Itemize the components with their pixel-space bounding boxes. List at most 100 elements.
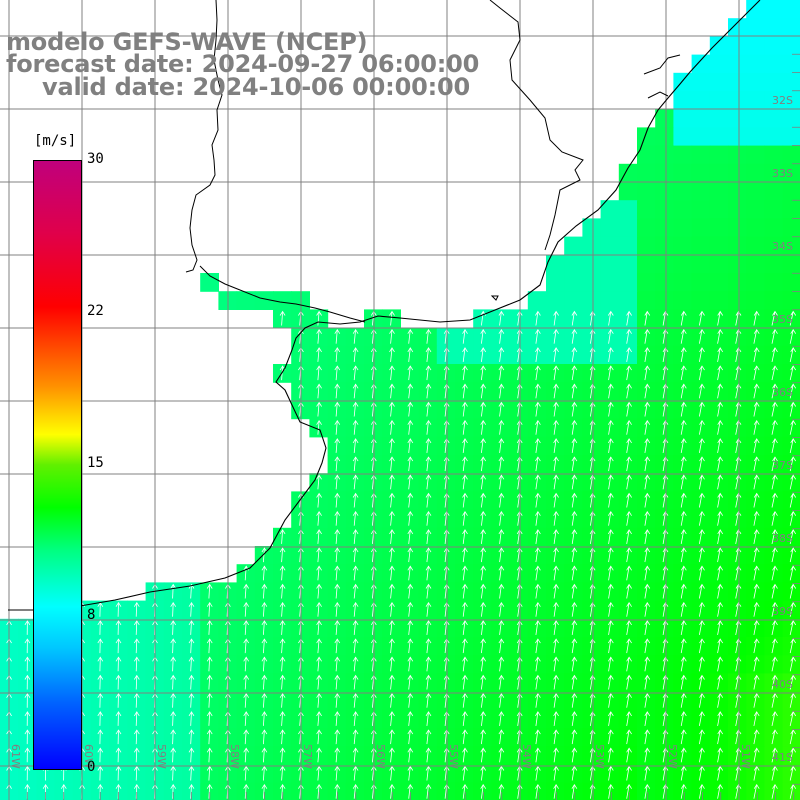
wind-arrow — [680, 438, 687, 453]
wind-arrow — [261, 656, 268, 672]
wind-arrow — [206, 711, 213, 726]
wind-arrow — [607, 492, 614, 508]
field-cell — [728, 36, 747, 56]
field-cell — [728, 54, 747, 74]
wind-arrow — [462, 401, 468, 417]
field-cell — [600, 236, 620, 256]
wind-arrow — [352, 456, 359, 472]
field-cell — [691, 54, 711, 74]
field-cell — [709, 109, 729, 128]
wind-arrow — [133, 656, 140, 672]
wind-arrow — [206, 601, 213, 617]
wind-arrow — [771, 656, 778, 672]
wind-arrow — [97, 674, 104, 690]
wind-arrow — [480, 438, 487, 453]
wind-arrow — [607, 328, 614, 344]
wind-arrow — [626, 747, 632, 763]
wind-arrow — [771, 365, 778, 381]
wind-arrow — [480, 638, 487, 654]
wind-arrow — [407, 674, 414, 690]
wind-arrow — [753, 620, 760, 635]
wind-arrow — [133, 638, 140, 654]
wind-arrow — [553, 711, 559, 726]
wind-arrow — [170, 601, 177, 617]
wind-arrow — [389, 601, 395, 617]
lon-label: 56W — [374, 744, 387, 769]
wind-arrow — [535, 328, 541, 344]
wind-arrow — [789, 474, 797, 490]
wind-arrow — [626, 638, 632, 654]
wind-arrow — [771, 583, 778, 599]
wind-arrow — [789, 401, 797, 417]
wind-arrow — [626, 656, 632, 672]
wind-arrow — [789, 310, 797, 326]
field-cell — [764, 54, 784, 74]
wind-arrow — [626, 729, 632, 745]
wind-arrow — [352, 601, 359, 617]
wind-arrow — [115, 656, 122, 672]
wind-arrow — [644, 583, 651, 599]
wind-arrow — [389, 438, 395, 453]
lon-label: 61W — [9, 744, 22, 769]
field-cell — [691, 273, 711, 292]
field-cell — [764, 163, 784, 183]
wind-arrow — [771, 674, 778, 690]
wind-arrow — [97, 747, 104, 763]
wind-arrow — [261, 783, 268, 799]
wind-arrow — [334, 583, 341, 599]
field-cell — [764, 236, 784, 256]
wind-arrow — [188, 692, 195, 708]
wind-arrow — [498, 601, 505, 617]
wind-arrow — [498, 692, 505, 708]
field-cell — [709, 291, 729, 310]
wind-arrow — [553, 620, 559, 635]
wind-arrow — [206, 620, 213, 635]
wind-arrow — [753, 474, 760, 490]
wind-arrow — [243, 638, 250, 654]
wind-arrow — [771, 565, 778, 581]
wind-arrow — [626, 529, 632, 544]
wind-arrow — [753, 547, 760, 563]
field-cell — [655, 200, 674, 219]
wind-arrow — [535, 310, 541, 326]
wind-arrow — [261, 638, 268, 654]
lat-label: 37S — [772, 459, 793, 472]
wind-arrow — [480, 783, 487, 799]
field-cell — [655, 145, 674, 165]
field-cell — [673, 163, 693, 183]
wind-arrow — [789, 783, 797, 799]
wind-arrow — [425, 510, 432, 526]
wind-arrow — [316, 656, 322, 672]
field-cell — [782, 91, 800, 110]
wind-arrow — [680, 638, 687, 654]
wind-arrow — [352, 656, 359, 672]
wind-arrow — [789, 419, 797, 435]
wind-arrow — [97, 656, 104, 672]
wind-arrow — [699, 510, 705, 526]
wind-arrow — [334, 547, 341, 563]
wind-arrow — [188, 601, 195, 617]
wind-arrow — [334, 638, 341, 654]
wind-arrow — [680, 656, 687, 672]
field-cell — [637, 291, 656, 310]
wind-arrow — [498, 438, 505, 453]
wind-arrow — [462, 547, 468, 563]
wind-arrow — [24, 620, 31, 635]
wind-arrow — [771, 510, 778, 526]
wind-arrow — [553, 747, 559, 763]
field-cell — [782, 254, 800, 274]
wind-arrow — [680, 692, 687, 708]
wind-arrow — [498, 638, 505, 654]
wind-arrow — [680, 620, 687, 635]
field-cell — [618, 254, 638, 274]
wind-arrow — [571, 692, 578, 708]
wind-arrow — [789, 492, 797, 508]
wind-arrow — [133, 747, 140, 763]
wind-arrow — [389, 401, 395, 417]
wind-arrow — [553, 365, 559, 381]
wind-arrow — [462, 492, 468, 508]
field-cell — [764, 200, 784, 219]
field-cell — [673, 182, 693, 201]
field-cell — [691, 163, 711, 183]
